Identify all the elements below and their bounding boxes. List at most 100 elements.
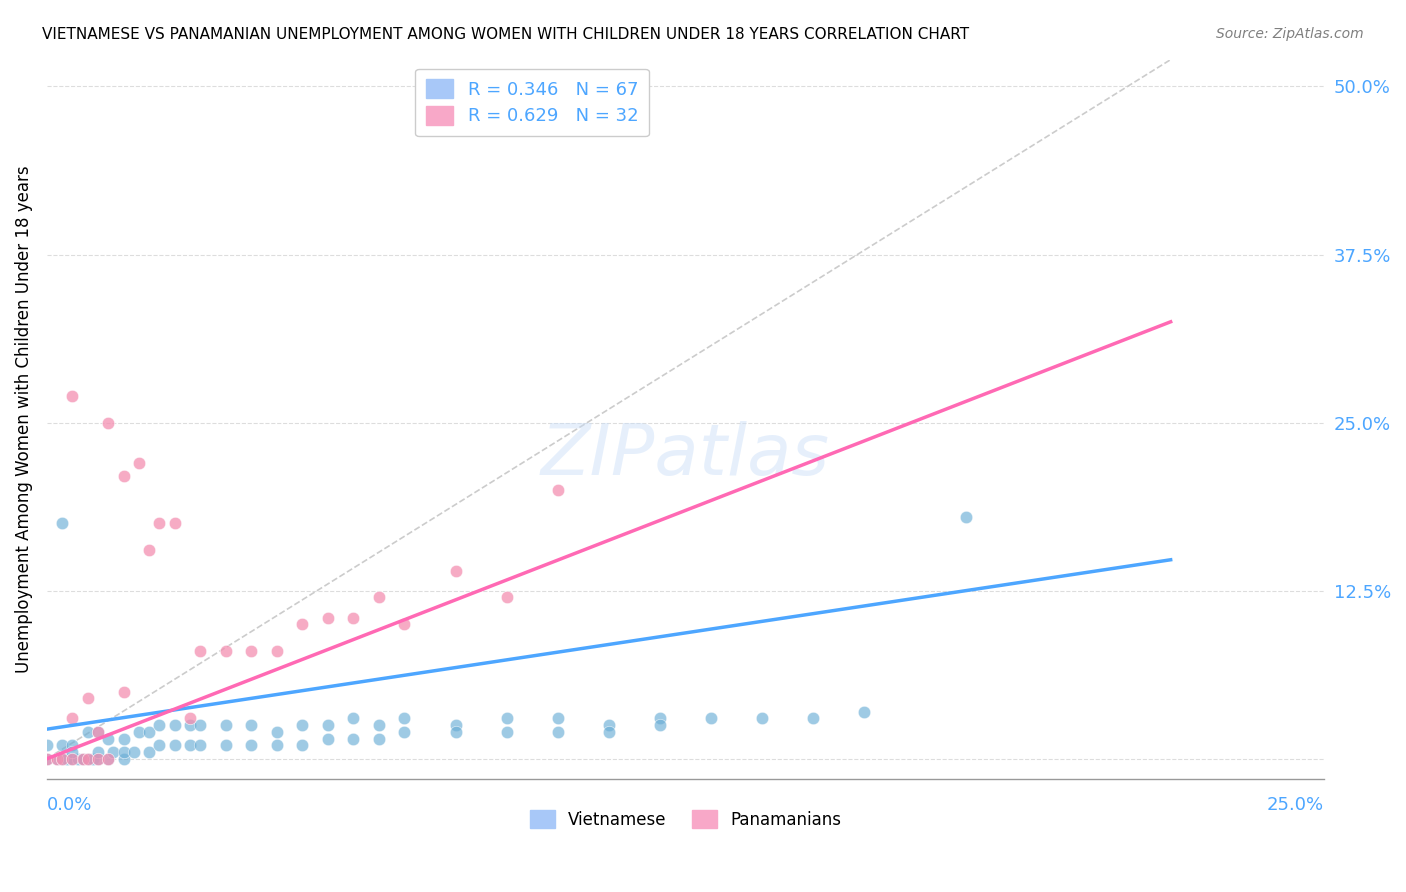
Point: [112, 469, 135, 483]
Y-axis label: Unemployment Among Women with Children Under 18 years: Unemployment Among Women with Children U…: [15, 165, 32, 673]
Point: [128, 724, 150, 739]
Point: [547, 483, 569, 497]
Point: [138, 724, 160, 739]
Point: [62, 752, 84, 766]
Point: [188, 718, 211, 732]
Point: [266, 724, 288, 739]
Point: [97, 752, 120, 766]
Point: [179, 739, 201, 753]
Point: [97, 752, 120, 766]
Point: [87, 752, 110, 766]
Point: [215, 644, 238, 658]
Point: [163, 718, 186, 732]
Point: [444, 724, 467, 739]
Point: [444, 718, 467, 732]
Point: [66, 752, 89, 766]
Point: [72, 752, 94, 766]
Point: [148, 516, 170, 531]
Point: [316, 731, 339, 746]
Text: VIETNAMESE VS PANAMANIAN UNEMPLOYMENT AMONG WOMEN WITH CHILDREN UNDER 18 YEARS C: VIETNAMESE VS PANAMANIAN UNEMPLOYMENT AM…: [42, 27, 969, 42]
Point: [179, 711, 201, 725]
Point: [35, 739, 58, 753]
Point: [801, 711, 824, 725]
Point: [342, 711, 364, 725]
Point: [367, 731, 389, 746]
Text: 25.0%: 25.0%: [1267, 797, 1324, 814]
Point: [138, 543, 160, 558]
Point: [46, 752, 69, 766]
Point: [240, 644, 263, 658]
Point: [188, 739, 211, 753]
Point: [103, 745, 125, 759]
Point: [394, 711, 416, 725]
Point: [35, 752, 58, 766]
Point: [291, 739, 314, 753]
Point: [97, 416, 120, 430]
Point: [316, 610, 339, 624]
Text: 0.0%: 0.0%: [46, 797, 93, 814]
Point: [148, 718, 170, 732]
Point: [62, 745, 84, 759]
Point: [495, 591, 517, 605]
Point: [291, 718, 314, 732]
Point: [87, 724, 110, 739]
Point: [87, 745, 110, 759]
Point: [700, 711, 723, 725]
Point: [35, 752, 58, 766]
Point: [215, 739, 238, 753]
Point: [188, 644, 211, 658]
Point: [82, 752, 104, 766]
Point: [122, 745, 145, 759]
Point: [72, 752, 94, 766]
Point: [179, 718, 201, 732]
Point: [547, 724, 569, 739]
Point: [51, 752, 73, 766]
Point: [128, 456, 150, 470]
Point: [394, 617, 416, 632]
Point: [266, 644, 288, 658]
Text: ZIPatlas: ZIPatlas: [541, 421, 830, 490]
Point: [547, 711, 569, 725]
Point: [598, 724, 620, 739]
Point: [495, 724, 517, 739]
Point: [148, 739, 170, 753]
Point: [598, 718, 620, 732]
Point: [62, 389, 84, 403]
Point: [648, 718, 671, 732]
Point: [112, 752, 135, 766]
Point: [62, 711, 84, 725]
Point: [56, 752, 79, 766]
Point: [51, 752, 73, 766]
Point: [51, 516, 73, 531]
Point: [163, 516, 186, 531]
Point: [367, 591, 389, 605]
Point: [163, 739, 186, 753]
Point: [97, 731, 120, 746]
Point: [112, 684, 135, 698]
Point: [62, 752, 84, 766]
Point: [291, 617, 314, 632]
Point: [46, 752, 69, 766]
Point: [87, 724, 110, 739]
Text: Source: ZipAtlas.com: Source: ZipAtlas.com: [1216, 27, 1364, 41]
Point: [87, 752, 110, 766]
Point: [495, 711, 517, 725]
Point: [51, 739, 73, 753]
Point: [76, 724, 98, 739]
Point: [240, 739, 263, 753]
Legend: Vietnamese, Panamanians: Vietnamese, Panamanians: [523, 804, 848, 835]
Point: [444, 564, 467, 578]
Point: [342, 610, 364, 624]
Point: [215, 718, 238, 732]
Point: [112, 731, 135, 746]
Point: [76, 752, 98, 766]
Point: [394, 724, 416, 739]
Point: [76, 691, 98, 706]
Point: [853, 705, 876, 719]
Point: [76, 752, 98, 766]
Point: [648, 711, 671, 725]
Point: [112, 745, 135, 759]
Point: [316, 718, 339, 732]
Point: [62, 739, 84, 753]
Point: [240, 718, 263, 732]
